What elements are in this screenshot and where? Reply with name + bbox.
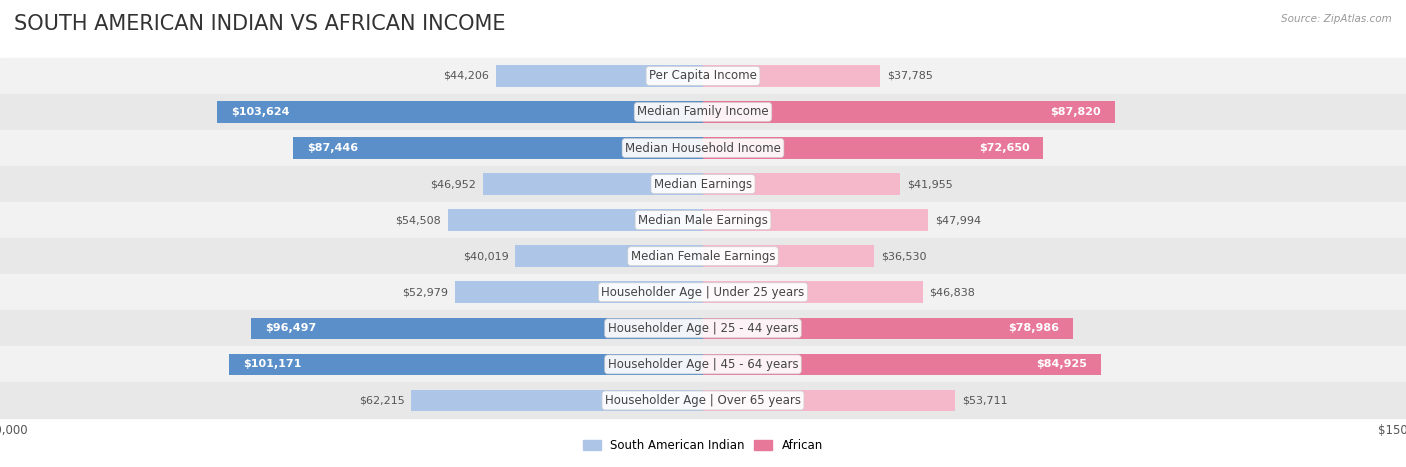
Text: $41,955: $41,955 [907, 179, 952, 189]
Text: $52,979: $52,979 [402, 287, 447, 297]
Text: $36,530: $36,530 [882, 251, 927, 261]
Text: $87,820: $87,820 [1050, 107, 1101, 117]
Bar [703, 137, 1043, 159]
Bar [412, 389, 703, 411]
Bar [516, 245, 703, 267]
Text: $46,838: $46,838 [929, 287, 976, 297]
Bar [703, 173, 900, 195]
Text: $62,215: $62,215 [359, 396, 405, 405]
Text: $40,019: $40,019 [463, 251, 509, 261]
Bar [229, 354, 703, 375]
Text: $78,986: $78,986 [1008, 323, 1059, 333]
Text: Householder Age | Over 65 years: Householder Age | Over 65 years [605, 394, 801, 407]
Text: $37,785: $37,785 [887, 71, 934, 81]
Text: Per Capita Income: Per Capita Income [650, 70, 756, 82]
Text: $103,624: $103,624 [232, 107, 290, 117]
Text: $44,206: $44,206 [443, 71, 489, 81]
Bar [447, 209, 703, 231]
Bar [482, 173, 703, 195]
Bar [250, 318, 703, 339]
Bar [703, 389, 955, 411]
Text: $54,508: $54,508 [395, 215, 440, 225]
Bar [454, 282, 703, 303]
Bar [703, 318, 1073, 339]
Text: $87,446: $87,446 [308, 143, 359, 153]
Legend: South American Indian, African: South American Indian, African [578, 434, 828, 456]
Text: SOUTH AMERICAN INDIAN VS AFRICAN INCOME: SOUTH AMERICAN INDIAN VS AFRICAN INCOME [14, 14, 506, 34]
Text: Median Male Earnings: Median Male Earnings [638, 213, 768, 226]
Bar [703, 65, 880, 87]
Bar [703, 101, 1115, 123]
Text: $101,171: $101,171 [243, 360, 301, 369]
Text: $46,952: $46,952 [430, 179, 475, 189]
Bar [218, 101, 703, 123]
Bar [496, 65, 703, 87]
Text: Householder Age | 25 - 44 years: Householder Age | 25 - 44 years [607, 322, 799, 335]
Text: Median Family Income: Median Family Income [637, 106, 769, 119]
Bar [703, 209, 928, 231]
Text: $84,925: $84,925 [1036, 360, 1087, 369]
Text: $72,650: $72,650 [979, 143, 1029, 153]
Text: Householder Age | 45 - 64 years: Householder Age | 45 - 64 years [607, 358, 799, 371]
Text: Median Household Income: Median Household Income [626, 142, 780, 155]
Text: $53,711: $53,711 [962, 396, 1007, 405]
Text: $47,994: $47,994 [935, 215, 981, 225]
Text: Householder Age | Under 25 years: Householder Age | Under 25 years [602, 286, 804, 299]
Text: $96,497: $96,497 [264, 323, 316, 333]
Text: Median Female Earnings: Median Female Earnings [631, 250, 775, 263]
Bar [703, 282, 922, 303]
Text: Median Earnings: Median Earnings [654, 177, 752, 191]
Bar [703, 354, 1101, 375]
Text: Source: ZipAtlas.com: Source: ZipAtlas.com [1281, 14, 1392, 24]
Bar [703, 245, 875, 267]
Bar [294, 137, 703, 159]
